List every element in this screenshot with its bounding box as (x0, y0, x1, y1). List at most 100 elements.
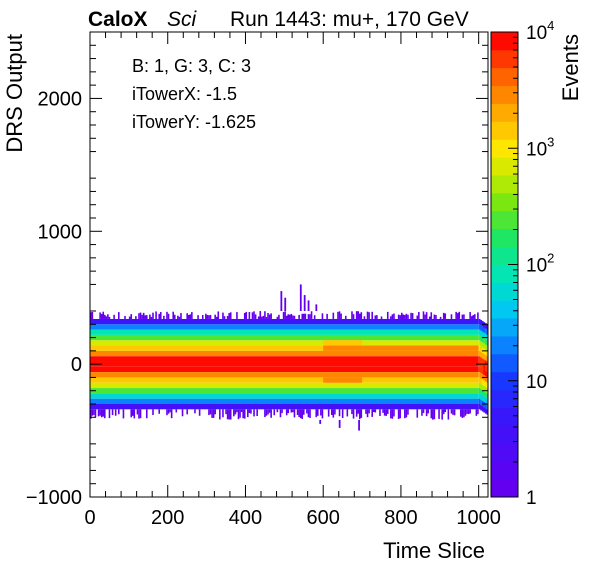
heatmap-end-cell (484, 360, 487, 366)
heatmap-cell (393, 313, 395, 319)
heatmap-cell (442, 312, 445, 319)
heatmap-cell (407, 314, 409, 319)
heatmap-cell (327, 409, 330, 417)
heatmap-end-cell (483, 338, 486, 344)
heatmap-cell (418, 312, 420, 319)
heatmap-cell (307, 314, 310, 319)
heatmap-cell (278, 314, 280, 319)
heatmap-end-cell (484, 344, 487, 350)
heatmap-cell (402, 314, 405, 319)
heatmap-cell (337, 311, 339, 319)
heatmap-cell (298, 314, 300, 319)
heatmap-end-cell (480, 383, 483, 390)
heatmap-cell (456, 313, 459, 319)
heatmap-cell (442, 409, 445, 415)
heatmap-pulse-cell (323, 377, 363, 383)
heatmap-cell (422, 311, 425, 319)
heatmap-cell (268, 314, 271, 319)
heatmap-cell (211, 409, 213, 418)
heatmap-end-cell (481, 390, 484, 396)
heatmap-end-cell (484, 371, 487, 377)
heatmap-outlier (307, 300, 310, 311)
heatmap-cell (372, 409, 375, 413)
color-bar-segment (491, 479, 518, 498)
heatmap-cell (138, 409, 140, 419)
y-tick-label: 0 (71, 354, 82, 376)
heatmap-cell (152, 312, 154, 319)
heatmap-end-cell (484, 386, 487, 393)
heatmap-end-cell (478, 318, 481, 325)
heatmap-end-cell (480, 362, 483, 368)
heatmap-end-cell (486, 324, 488, 330)
heatmap-cell (113, 314, 115, 319)
heatmap-end-cell (486, 393, 488, 399)
heatmap-outlier (284, 297, 287, 311)
heatmap-cell (265, 316, 268, 319)
heatmap-end-cell (481, 347, 484, 353)
heatmap-cell (158, 313, 161, 319)
heatmap-cell (257, 316, 260, 319)
heatmap-cell (390, 316, 392, 319)
heatmap-cell (357, 409, 360, 414)
heatmap-end-cell (481, 400, 484, 407)
heatmap-band (90, 318, 479, 325)
heatmap-cell (416, 315, 419, 319)
heatmap-cell (330, 409, 333, 416)
y-tick-label: 1000 (38, 221, 83, 243)
color-bar-title: Events (558, 34, 583, 101)
heatmap-cell (108, 316, 111, 319)
heatmap-cell (425, 312, 428, 319)
heatmap-cell (209, 409, 212, 415)
heatmap-end-cell (483, 401, 486, 408)
heatmap-end-cell (478, 377, 481, 383)
heatmap-end-cell (483, 327, 486, 333)
heatmap-cell (432, 409, 434, 420)
heatmap-cell (382, 409, 384, 413)
heatmap-cell (254, 314, 257, 319)
heatmap-end-cell (478, 393, 481, 399)
heatmap-end-cell (486, 382, 488, 389)
heatmap-end-cell (486, 409, 488, 415)
heatmap-cell (469, 409, 471, 414)
heatmap-end-cell (481, 326, 484, 332)
heatmap-end-cell (483, 364, 486, 370)
heatmap-cell (391, 314, 394, 319)
heatmap-cell (270, 313, 272, 319)
heatmap-end-cell (480, 405, 483, 411)
heatmap-end-cell (478, 350, 481, 357)
heatmap-cell (239, 409, 241, 418)
heatmap-cell (281, 409, 283, 414)
heatmap-cell (167, 409, 170, 414)
heatmap-cell (444, 313, 447, 319)
heatmap-cell (178, 316, 181, 319)
heatmap-cell (477, 409, 479, 415)
heatmap-cell (93, 409, 95, 416)
heatmap-cell (421, 409, 423, 416)
heatmap-cell (267, 312, 269, 319)
heatmap-cell (292, 315, 294, 319)
heatmap-cell (91, 409, 94, 416)
heatmap-cell (390, 409, 392, 419)
heatmap-cell (450, 314, 453, 319)
color-bar-segment (491, 461, 518, 480)
heatmap-band (90, 404, 479, 410)
heatmap-cell (189, 314, 192, 319)
color-bar-segment (491, 371, 518, 391)
heatmap-cell (344, 315, 347, 319)
heatmap-cell (374, 315, 377, 319)
heatmap-band (90, 361, 479, 367)
heatmap-cell (460, 409, 462, 417)
heatmap (90, 284, 488, 431)
heatmap-cell (128, 316, 131, 319)
heatmap-cell (427, 409, 429, 414)
heatmap-pulse-cell (323, 345, 363, 351)
heatmap-cell (425, 409, 428, 417)
color-bar-segment (491, 228, 518, 248)
heatmap-cell (248, 409, 251, 413)
heatmap-cell (352, 409, 355, 419)
heatmap-cell (338, 409, 341, 417)
heatmap-end-cell (483, 380, 486, 386)
heatmap-cell (326, 313, 328, 319)
heatmap-end-cell (484, 392, 487, 398)
heatmap-cell (208, 409, 210, 416)
